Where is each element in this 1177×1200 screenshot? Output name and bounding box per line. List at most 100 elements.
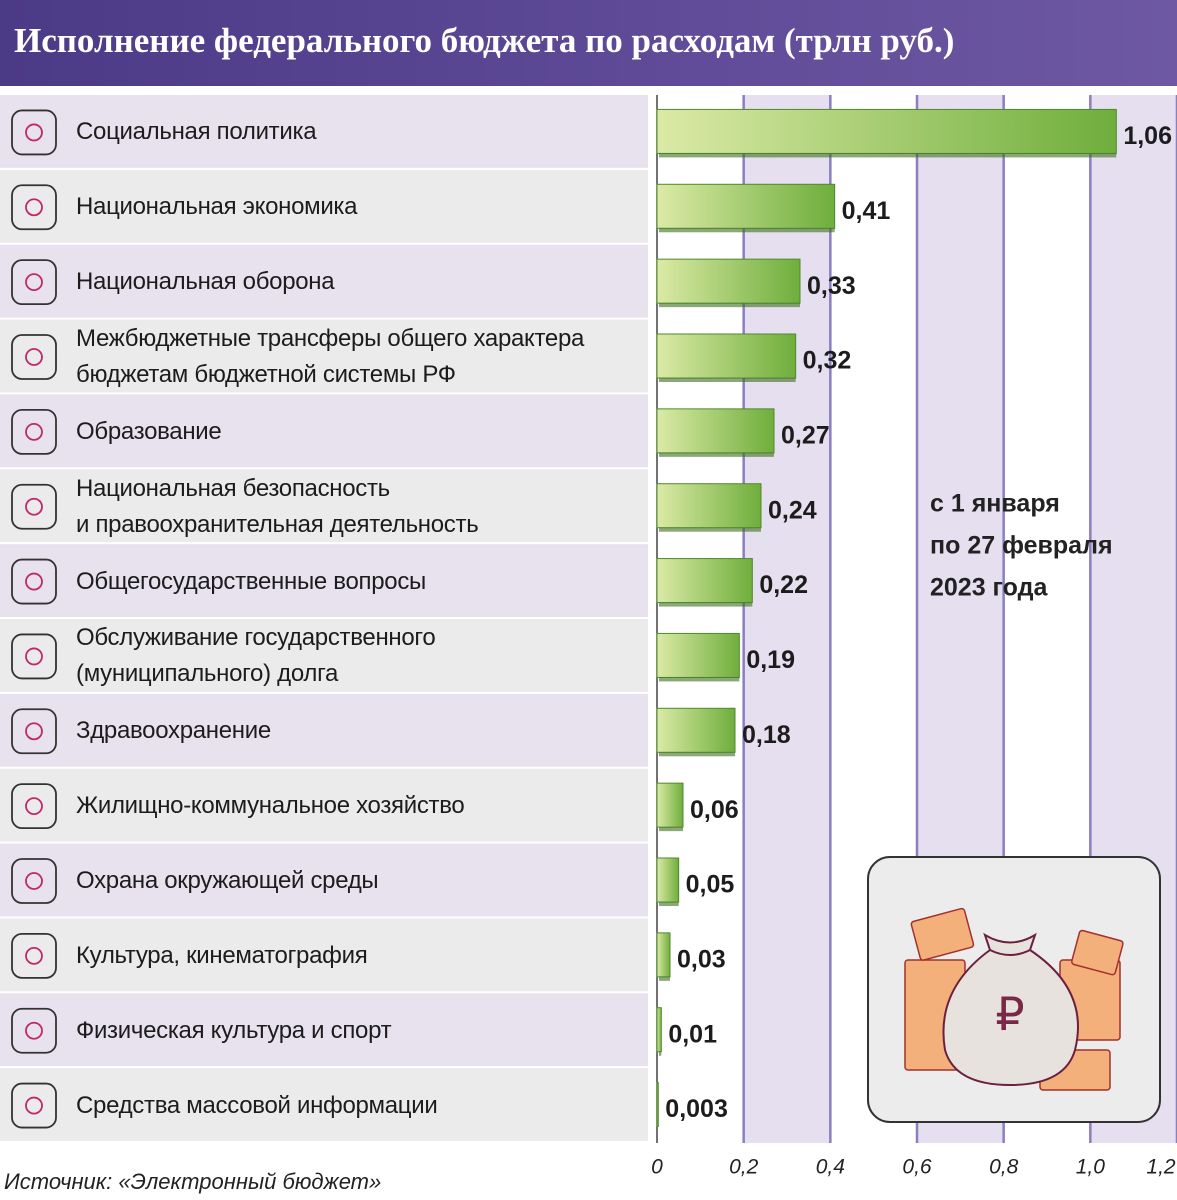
row-icon [11, 408, 57, 455]
row-background [0, 319, 648, 393]
category-label: Образование [76, 417, 222, 445]
value-label: 0,003 [665, 1095, 728, 1123]
row-icon-accent [25, 946, 43, 965]
row-icon [11, 1007, 57, 1054]
category-label: Физическая культура и спорт [76, 1016, 392, 1044]
bar [656, 857, 680, 903]
bar [656, 183, 836, 229]
bar-shadow [659, 527, 761, 532]
row-icon-accent [25, 497, 43, 516]
bar-shadow [659, 153, 1117, 158]
row-background [0, 469, 648, 543]
row-icon [11, 558, 57, 605]
bar [656, 1082, 659, 1128]
value-label: 1,06 [1123, 122, 1172, 150]
grid-band [743, 95, 831, 1143]
bar [656, 333, 797, 379]
bar [656, 932, 671, 978]
row-icon-accent [25, 572, 43, 591]
title-bar [0, 0, 1177, 86]
illustration: ₽ [867, 856, 1161, 1123]
category-label: Обслуживание государственного (муниципал… [76, 624, 436, 688]
value-label: 0,27 [781, 421, 830, 449]
category-label: Межбюджетные трансферы общего характера … [76, 325, 585, 388]
row-icon-accent [25, 123, 43, 142]
annotation: 2023 года [930, 574, 1048, 602]
row-background [0, 544, 648, 617]
value-label: 0,19 [746, 646, 795, 674]
value-label: 0,22 [759, 571, 808, 599]
category-label: Национальная оборона [76, 268, 335, 296]
row-background [0, 1068, 648, 1141]
value-label: 0,41 [842, 197, 891, 225]
row-icon [11, 708, 57, 755]
category-label: Культура, кинематография [76, 941, 368, 969]
bar [656, 483, 762, 529]
x-tick-label: 0,2 [729, 1156, 759, 1179]
row-icon-accent [25, 647, 43, 666]
row-icon-accent [25, 722, 43, 741]
bar-shadow [659, 602, 753, 607]
row-icon [11, 1082, 57, 1129]
bar [656, 408, 775, 454]
bar [656, 108, 1117, 154]
value-label: 0,01 [668, 1020, 717, 1048]
value-label: 0,24 [768, 496, 817, 524]
x-tick-label: 0 [651, 1156, 663, 1179]
bar-shadow [659, 827, 683, 832]
row-background [0, 244, 648, 318]
value-label: 0,05 [686, 871, 735, 899]
bar-shadow [659, 976, 670, 981]
row-background [0, 843, 648, 917]
row-background [0, 95, 648, 168]
row-background [0, 993, 648, 1067]
bar [656, 707, 736, 753]
row-background [0, 768, 648, 842]
row-icon [11, 334, 57, 380]
value-label: 0,18 [742, 721, 791, 749]
row-background [0, 619, 648, 692]
row-icon [11, 184, 57, 231]
bar-shadow [659, 1051, 662, 1056]
category-label: Национальная экономика [76, 193, 358, 221]
category-label: Здравоохранение [76, 717, 271, 745]
bar [656, 558, 753, 604]
row-icon-accent [25, 422, 43, 441]
row-icon-accent [25, 1096, 43, 1115]
source: Источник: «Электронный бюджет» [4, 1169, 381, 1194]
row-icon [11, 633, 57, 680]
row-icon-accent [25, 872, 43, 890]
x-tick-label: 0,4 [816, 1156, 845, 1179]
x-tick-label: 1,2 [1146, 1156, 1176, 1179]
row-icon-accent [25, 797, 43, 816]
row-icon [11, 932, 57, 979]
value-label: 0,33 [807, 272, 856, 300]
bar-shadow [659, 452, 774, 457]
row-icon-accent [25, 348, 43, 366]
bar-shadow [659, 902, 679, 906]
row-background [0, 169, 648, 243]
row-background [0, 693, 648, 767]
category-label: Охрана окружающей среды [76, 867, 379, 894]
bar-shadow [659, 752, 735, 757]
category-label: Средства массовой информации [76, 1091, 438, 1119]
category-label: Национальная безопасность и правоохранит… [76, 474, 479, 538]
x-tick-label: 0,8 [989, 1156, 1019, 1179]
bar [656, 782, 684, 828]
row-icon-accent [25, 1021, 43, 1040]
bar-shadow [659, 303, 800, 308]
bar-shadow [659, 228, 835, 233]
row-icon-accent [25, 273, 43, 292]
row-background [0, 394, 648, 468]
category-label: Жилищно-коммунальное хозяйство [76, 792, 465, 820]
row-icon [11, 858, 57, 904]
bar [656, 1007, 662, 1053]
row-icon [11, 259, 57, 306]
row-icon [11, 783, 57, 830]
annotation: по 27 февраля [930, 532, 1113, 560]
bar [656, 258, 801, 304]
x-tick-label: 1,0 [1076, 1156, 1106, 1179]
row-background [0, 918, 648, 992]
